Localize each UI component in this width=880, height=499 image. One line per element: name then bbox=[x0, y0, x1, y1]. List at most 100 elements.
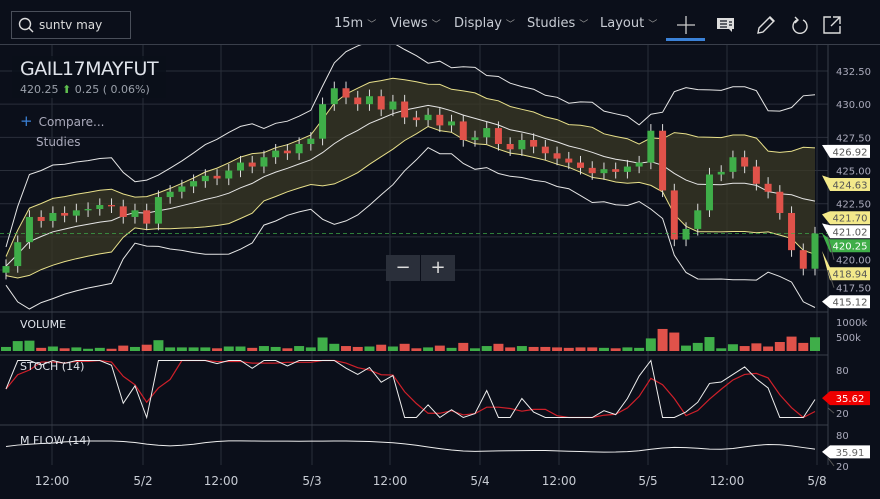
candle-body bbox=[776, 191, 784, 213]
candle-body bbox=[178, 186, 186, 192]
price-label-tag bbox=[822, 175, 870, 192]
mflow-value: 35.91 bbox=[836, 448, 865, 459]
candle-body bbox=[705, 174, 713, 211]
candle-body bbox=[553, 153, 561, 159]
candle-body bbox=[190, 181, 198, 187]
volume-bar bbox=[200, 347, 211, 351]
volume-bar bbox=[634, 347, 645, 351]
toolbar: suntv may 15m ﹀ Views ﹀ Display ﹀ Studies ﹀ … bbox=[0, 0, 880, 45]
studies-dropdown[interactable]: Studies ﹀ bbox=[527, 16, 588, 31]
volume-bar bbox=[47, 346, 58, 351]
volume-bar bbox=[94, 347, 105, 351]
comment-icon[interactable] bbox=[715, 14, 737, 36]
price-label: 418.94 bbox=[833, 270, 868, 281]
layout-dropdown[interactable]: Layout ﹀ bbox=[600, 16, 657, 31]
candle-body bbox=[108, 205, 116, 207]
studies-link[interactable]: Studies bbox=[36, 135, 81, 149]
symbol-name: GAIL17MAYFUT bbox=[20, 58, 159, 80]
price-label: 426.92 bbox=[833, 147, 868, 158]
stoch-value: 35.62 bbox=[836, 394, 865, 405]
x-tick-label: 12:00 bbox=[35, 474, 70, 488]
volume-bar bbox=[129, 346, 140, 351]
y-tick-label: 500k bbox=[836, 333, 861, 344]
volume-bar bbox=[774, 342, 785, 351]
candle-body bbox=[623, 166, 631, 172]
candle-body bbox=[166, 191, 174, 198]
zoom-out-button[interactable]: − bbox=[386, 255, 421, 281]
quote-line: 420.25 ⬆ 0.25 ( 0.06%) bbox=[20, 83, 158, 96]
search-icon bbox=[18, 17, 34, 33]
volume-bar bbox=[516, 346, 527, 351]
price-label: 421.70 bbox=[833, 214, 868, 225]
price-label-tag bbox=[822, 223, 870, 239]
volume-bar bbox=[364, 346, 375, 351]
volume-bar bbox=[751, 343, 762, 351]
candle-body bbox=[729, 157, 737, 172]
volume-bar bbox=[71, 347, 82, 351]
volume-bar bbox=[36, 347, 47, 351]
y-tick-label: 420.00 bbox=[836, 256, 871, 267]
candle-body bbox=[788, 212, 796, 251]
candle-body bbox=[72, 210, 80, 216]
popout-icon[interactable] bbox=[821, 14, 843, 36]
undo-icon[interactable] bbox=[789, 14, 811, 36]
y-tick-label: 417.50 bbox=[836, 284, 871, 295]
volume-bar bbox=[106, 348, 117, 351]
candle-body bbox=[670, 190, 678, 240]
candle-body bbox=[436, 114, 444, 126]
candle-body bbox=[248, 162, 256, 167]
candle-body bbox=[635, 162, 643, 167]
plus-icon: + bbox=[20, 112, 33, 130]
volume-bar bbox=[235, 346, 246, 351]
volume-bar bbox=[434, 345, 445, 351]
chevron-down-icon: ﹀ bbox=[431, 20, 441, 30]
candle-body bbox=[694, 210, 702, 229]
volume-bar bbox=[763, 346, 774, 351]
candle-body bbox=[612, 169, 620, 172]
compare-button[interactable]: + Compare... bbox=[20, 112, 104, 130]
volume-bar bbox=[469, 348, 480, 351]
views-dropdown[interactable]: Views ﹀ bbox=[390, 16, 441, 31]
display-dropdown[interactable]: Display ﹀ bbox=[454, 16, 515, 31]
y-tick-label: 20 bbox=[836, 409, 849, 420]
x-tick-label: 5/3 bbox=[302, 474, 321, 488]
volume-bar bbox=[505, 347, 516, 351]
candle-body bbox=[49, 212, 57, 221]
volume-bar bbox=[247, 347, 258, 351]
zoom-in-button[interactable]: + bbox=[430, 257, 446, 278]
volume-bar bbox=[786, 336, 797, 351]
volume-bar bbox=[165, 347, 176, 351]
bollinger-outer-lower bbox=[5, 146, 816, 310]
mflow-pane-label: M FLOW (14) bbox=[20, 434, 91, 447]
symbol-search-input[interactable]: suntv may bbox=[11, 11, 131, 39]
candle-body bbox=[799, 250, 807, 269]
chart-canvas[interactable]: 12:00 5/2 12:00 5/3 12:00 5/4 12:00 5/5 12:00 5/8… bbox=[0, 45, 880, 499]
price-label-tag bbox=[822, 295, 870, 309]
y-tick-label: 80 bbox=[836, 431, 849, 442]
volume-bar bbox=[294, 346, 305, 351]
volume-bar bbox=[587, 347, 598, 351]
zoom-controls: − + bbox=[386, 255, 455, 281]
candle-body bbox=[260, 157, 268, 167]
volume-bar bbox=[153, 340, 164, 351]
candle-body bbox=[424, 114, 432, 121]
chevron-down-icon: ﹀ bbox=[505, 20, 515, 30]
crosshair-icon[interactable] bbox=[675, 14, 697, 36]
interval-dropdown[interactable]: 15m ﹀ bbox=[334, 16, 376, 31]
volume-bar bbox=[12, 341, 23, 351]
compare-label: Compare... bbox=[38, 115, 105, 129]
candle-body bbox=[577, 162, 585, 168]
volume-bar bbox=[540, 346, 551, 351]
candle-body bbox=[295, 143, 303, 154]
volume-pane-label: VOLUME bbox=[20, 318, 67, 331]
volume-bar bbox=[739, 346, 750, 351]
volume-bar bbox=[645, 338, 656, 351]
volume-bar bbox=[563, 347, 574, 351]
volume-bar bbox=[118, 345, 129, 351]
volume-bar bbox=[446, 347, 457, 351]
candle-body bbox=[154, 197, 162, 224]
chevron-down-icon: ﹀ bbox=[367, 20, 377, 30]
x-tick-label: 5/8 bbox=[807, 474, 826, 488]
pencil-icon[interactable] bbox=[755, 14, 777, 36]
bollinger-outer-upper bbox=[5, 45, 816, 248]
